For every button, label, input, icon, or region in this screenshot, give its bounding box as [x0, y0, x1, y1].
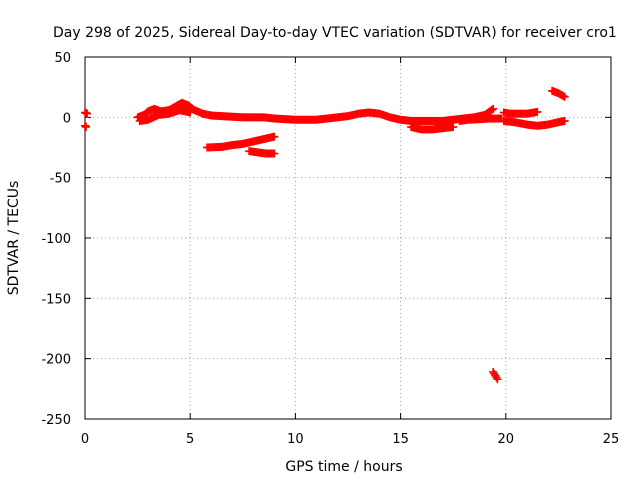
y-tick-label: -200 — [41, 353, 71, 368]
data-point — [270, 149, 279, 158]
data-point — [82, 122, 91, 131]
data-point — [83, 109, 92, 118]
axis-ticks: 0 5 10 15 20 25 50 0 -50 -100 -150 -200 -250 — [41, 51, 619, 447]
x-tick-label: 5 — [186, 432, 194, 447]
data-point — [489, 104, 498, 113]
y-tick-label: 50 — [54, 51, 71, 66]
x-axis-label: GPS time / hours — [285, 459, 402, 475]
x-tick-label: 10 — [287, 432, 304, 447]
data-point — [186, 108, 195, 117]
x-tick-label: 20 — [498, 432, 515, 447]
chart-title: Day 298 of 2025, Sidereal Day-to-day VTE… — [53, 25, 617, 41]
data-point — [493, 375, 502, 384]
x-tick-label: 0 — [81, 432, 89, 447]
data-point — [560, 116, 569, 125]
data-point — [487, 105, 496, 114]
data-series-sdtvar — [81, 86, 569, 384]
y-tick-label: 0 — [63, 111, 71, 126]
y-tick-label: -250 — [41, 413, 71, 428]
data-point — [560, 92, 569, 101]
data-point — [492, 373, 501, 382]
data-point — [533, 107, 542, 116]
y-tick-label: -100 — [41, 232, 71, 247]
y-axis-label: SDTVAR / TECUs — [6, 181, 22, 296]
y-tick-label: -50 — [50, 172, 71, 187]
y-tick-label: -150 — [41, 292, 71, 307]
data-point — [270, 132, 279, 141]
x-tick-label: 15 — [392, 432, 409, 447]
x-tick-label: 25 — [603, 432, 620, 447]
data-point — [449, 122, 458, 131]
